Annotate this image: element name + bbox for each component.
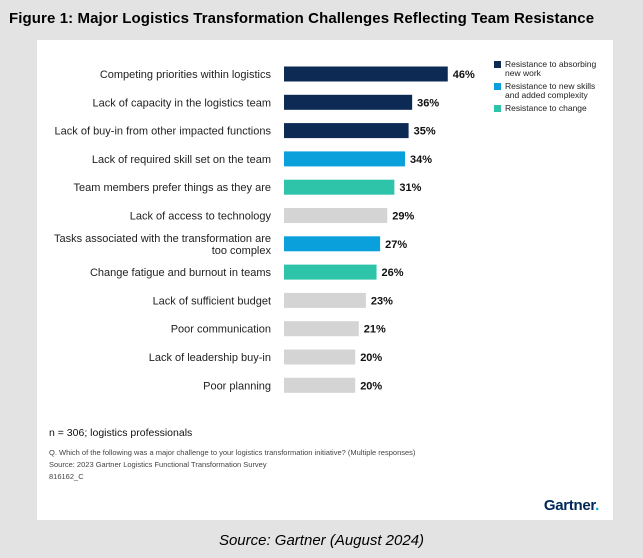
category-label-7-line-2: too complex [212,245,272,257]
legend-swatch-skills [494,83,501,90]
legend-label-absorbing-line-2: new work [505,68,542,78]
bar-5 [284,179,395,195]
value-label-4: 34% [410,154,432,166]
value-label-2: 36% [417,97,439,109]
category-label-12: Poor planning [203,380,271,392]
category-label-2: Lack of capacity in the logistics team [92,97,271,109]
survey-source-note: Source: 2023 Gartner Logistics Functiona… [49,460,267,469]
legend-swatch-change [494,105,501,112]
bar-9 [284,292,366,308]
value-label-11: 20% [360,352,382,364]
category-label-1: Competing priorities within logistics [100,69,272,81]
value-label-8: 26% [382,267,404,279]
bar-4 [284,151,406,167]
category-label-7-line-1: Tasks associated with the transformation… [54,233,271,245]
figure-title: Figure 1: Major Logistics Transformation… [9,10,595,27]
category-label-10: Poor communication [171,324,271,336]
legend-label-absorbing-line-1: Resistance to absorbing [505,59,596,69]
value-label-5: 31% [399,182,421,194]
bar-6 [284,208,388,223]
bar-10 [284,321,359,337]
legend-label-skills-line-1: Resistance to new skills [505,81,595,91]
bar-8 [284,264,377,280]
survey-question-note: Q. Which of the following was a major ch… [49,448,416,457]
category-label-5: Team members prefer things as they are [74,182,271,194]
value-label-9: 23% [371,295,393,307]
legend-label-change: Resistance to change [505,103,587,113]
gartner-logo: Gartner. [544,497,599,514]
legend-swatch-absorbing [494,61,501,68]
gartner-logo-text: Gartner [543,497,596,514]
bar-3 [284,123,409,139]
category-label-3: Lack of buy-in from other impacted funct… [55,126,272,138]
category-label-9: Lack of sufficient budget [153,295,271,307]
value-label-1: 46% [453,69,475,81]
legend-label-skills-line-2: and added complexity [505,90,588,100]
category-label-4: Lack of required skill set on the team [92,154,271,166]
sample-size-note: n = 306; logistics professionals [49,427,193,439]
value-label-7: 27% [385,239,407,251]
category-label-6: Lack of access to technology [130,211,272,223]
bar-chart: Competing priorities within logistics 46%… [54,59,596,393]
value-label-10: 21% [364,324,386,336]
bar-2 [284,94,413,110]
value-label-6: 29% [392,211,414,223]
bar-11 [284,349,356,365]
value-label-3: 35% [414,126,436,138]
document-id: 816162_C [49,472,84,481]
category-label-8: Change fatigue and burnout in teams [90,267,272,279]
gartner-logo-dot: . [595,497,599,514]
source-caption: Source: Gartner (August 2024) [218,532,425,549]
bar-12 [284,377,356,393]
value-label-12: 20% [360,380,382,392]
category-label-11: Lack of leadership buy-in [149,352,271,364]
bar-1 [284,66,448,82]
bar-7 [284,236,381,252]
chart-panel: Competing priorities within logistics 46%… [37,40,613,520]
